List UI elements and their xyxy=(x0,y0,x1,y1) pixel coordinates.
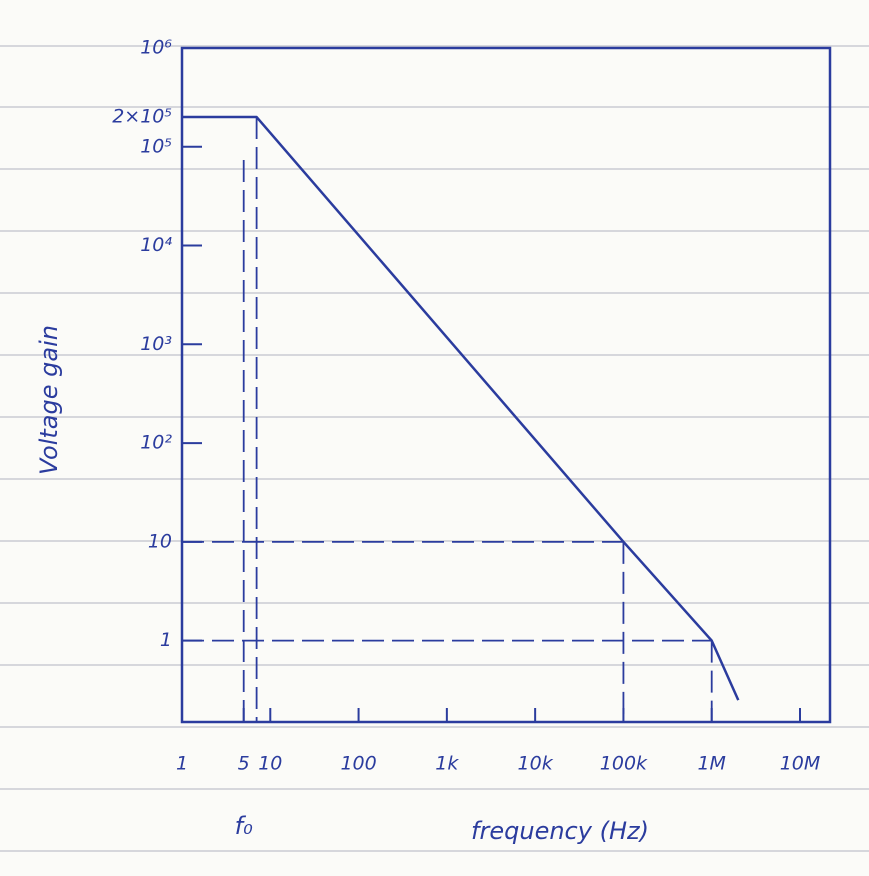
y-tick-label: 10⁶ xyxy=(140,37,172,59)
y-tick-label: 2×10⁵ xyxy=(112,106,172,128)
x-axis-label: frequency (Hz) xyxy=(471,817,649,845)
y-tick-label: 10⁵ xyxy=(140,135,172,157)
plot-frame xyxy=(182,48,830,722)
ruled-paper xyxy=(0,46,869,851)
x-tick-label: 10M xyxy=(780,753,821,775)
y-tick-label: 10⁴ xyxy=(140,234,172,256)
annotation: f₀ xyxy=(235,812,253,840)
x-tick-label: 1M xyxy=(697,753,725,775)
x-tick-label: 10k xyxy=(518,753,554,775)
x-tick-label: 10 xyxy=(258,753,282,775)
x-tick-label: 100k xyxy=(600,753,648,775)
x-tick-label: 1 xyxy=(176,753,188,775)
y-tick-label: 10² xyxy=(140,432,172,454)
y-tick-label: 1 xyxy=(160,629,172,651)
y-axis-label: Voltage gain xyxy=(35,325,63,475)
x-tick-label: 1k xyxy=(435,753,459,775)
gain-line xyxy=(182,117,738,700)
x-tick-label: 5 xyxy=(238,753,250,775)
y-tick-label: 10 xyxy=(148,530,172,552)
page: frequency (Hz) Voltage gain 1 10 10² 10³ 10⁴… xyxy=(0,0,869,876)
chart: frequency (Hz) Voltage gain 1 10 10² 10³ 10⁴… xyxy=(0,0,869,876)
y-tick-label: 10³ xyxy=(140,333,172,355)
x-tick-label: 100 xyxy=(340,753,376,775)
